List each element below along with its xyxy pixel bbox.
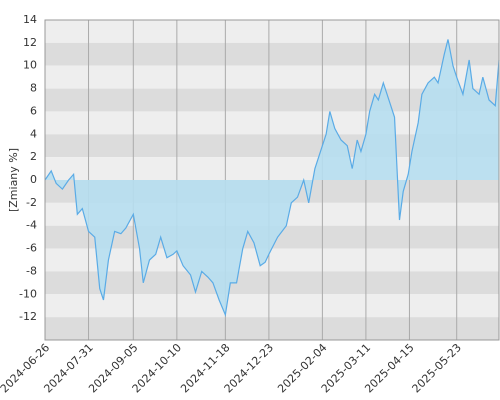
line: [44, 39, 500, 318]
band: [45, 20, 499, 43]
y-tick-label: 2: [30, 150, 37, 163]
band: [45, 65, 499, 89]
area: [45, 39, 499, 315]
band: [45, 294, 499, 318]
x-tick-label: 2025-05-23: [410, 341, 464, 395]
y-tick-label: 6: [30, 104, 37, 117]
y-tick-label: 8: [30, 82, 37, 95]
y-tick-label: 0: [30, 173, 37, 186]
band: [45, 271, 499, 295]
y-tick-label: -10: [19, 287, 37, 300]
y-tick-label: 12: [23, 36, 37, 49]
y-tick-label: 14: [23, 13, 37, 26]
y-tick-label: 10: [23, 59, 37, 72]
band: [45, 248, 499, 272]
band: [45, 317, 499, 340]
y-tick-label: 4: [30, 127, 37, 140]
y-tick-label: -12: [19, 310, 37, 323]
y-tick-label: -6: [26, 242, 37, 255]
y-tick-label: -2: [26, 196, 37, 209]
band: [45, 42, 499, 66]
plot-border: [44, 19, 500, 341]
y-axis-label: [Zmiany %]: [7, 148, 20, 212]
y-tick-label: -4: [26, 219, 37, 232]
y-tick-label: -8: [26, 264, 37, 277]
